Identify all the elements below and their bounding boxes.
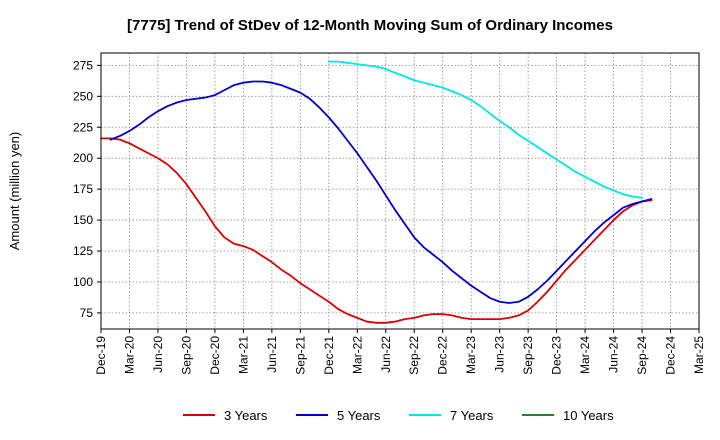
x-ticks: Dec-19 Mar-20 Jun-20 Sep-20 Dec-20 Mar-21 Jun-… xyxy=(94,329,706,375)
legend-label-5-years: 5 Years xyxy=(337,408,381,423)
legend-label-3-years: 3 Years xyxy=(224,408,268,423)
y-tick-label: 250 xyxy=(73,89,93,103)
x-tick-label: Mar-24 xyxy=(578,336,592,374)
x-tick-label: Mar-23 xyxy=(464,336,478,374)
x-tick-label: Jun-24 xyxy=(607,336,621,373)
y-tick-label: 275 xyxy=(73,58,93,72)
series-line-3-years xyxy=(100,137,653,324)
legend-label-7-years: 7 Years xyxy=(450,408,494,423)
y-tick-label: 225 xyxy=(73,120,93,134)
chart-title: [7775] Trend of StDev of 12-Month Moving… xyxy=(127,17,613,34)
x-tick-label: Dec-23 xyxy=(550,336,564,375)
x-tick-label: Jun-23 xyxy=(493,336,507,373)
y-tick-label: 175 xyxy=(73,182,93,196)
legend: 3 Years 5 Years 7 Years 10 Years xyxy=(183,408,614,423)
x-tick-label: Mar-22 xyxy=(350,336,364,374)
x-tick-label: Jun-22 xyxy=(379,336,393,373)
x-tick-label: Jun-20 xyxy=(151,336,165,373)
legend-label-10-years: 10 Years xyxy=(563,408,614,423)
x-tick-label: Dec-22 xyxy=(436,336,450,375)
series-layer xyxy=(100,60,653,324)
y-tick-label: 75 xyxy=(80,306,94,320)
series-line-5-years xyxy=(109,80,653,304)
x-tick-label: Dec-20 xyxy=(208,336,222,375)
grid-layer xyxy=(100,53,700,329)
x-tick-label: Sep-24 xyxy=(635,336,649,375)
x-tick-label: Mar-25 xyxy=(692,336,706,374)
x-tick-label: Mar-21 xyxy=(236,336,250,374)
x-tick-label: Mar-20 xyxy=(122,336,136,374)
x-tick-label: Sep-23 xyxy=(521,336,535,375)
y-tick-label: 200 xyxy=(73,151,93,165)
x-tick-label: Dec-21 xyxy=(322,336,336,375)
x-tick-label: Jun-21 xyxy=(265,336,279,373)
y-tick-label: 150 xyxy=(73,213,93,227)
x-tick-label: Sep-22 xyxy=(407,336,421,375)
y-tick-label: 125 xyxy=(73,244,93,258)
plot-border xyxy=(100,52,700,330)
y-axis-label: Amount (million yen) xyxy=(7,132,22,251)
x-tick-label: Dec-19 xyxy=(94,336,108,375)
series-line-7-years xyxy=(327,60,643,199)
x-tick-label: Sep-20 xyxy=(179,336,193,375)
y-ticks: 75 100 125 150 175 200 225 250 275 xyxy=(73,58,101,320)
y-tick-label: 100 xyxy=(73,275,93,289)
x-tick-label: Dec-24 xyxy=(664,336,678,375)
x-tick-label: Sep-21 xyxy=(293,336,307,375)
